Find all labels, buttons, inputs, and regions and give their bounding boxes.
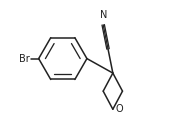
Text: Br: Br bbox=[19, 54, 30, 64]
Text: N: N bbox=[100, 10, 107, 20]
Text: O: O bbox=[116, 104, 124, 114]
